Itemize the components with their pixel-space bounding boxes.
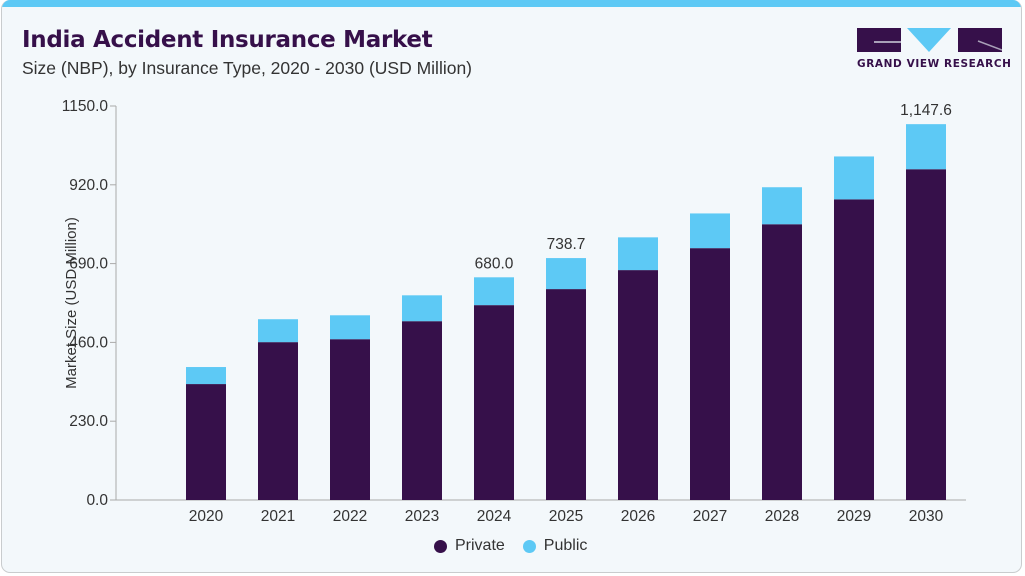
bar-private-2020 <box>186 384 226 500</box>
x-tick-label: 2024 <box>477 508 512 525</box>
x-tick-label: 2027 <box>693 508 727 525</box>
bar-private-2021 <box>258 342 298 500</box>
x-tick-label: 2020 <box>189 508 224 525</box>
accent-bar <box>2 0 1021 7</box>
x-tick-label: 2029 <box>837 508 871 525</box>
y-tick-label: 0.0 <box>86 492 108 509</box>
x-tick-label: 2028 <box>765 508 799 525</box>
legend: Private Public <box>434 537 587 555</box>
bar-public-2028 <box>762 187 802 225</box>
x-tick-label: 2026 <box>621 508 655 525</box>
x-tick-label: 2021 <box>261 508 295 525</box>
data-label: 1,147.6 <box>900 102 952 119</box>
bar-public-2021 <box>258 319 298 343</box>
bar-private-2024 <box>474 305 514 500</box>
bar-private-2022 <box>330 339 370 500</box>
bar-private-2025 <box>546 289 586 500</box>
bar-public-2024 <box>474 277 514 306</box>
data-label: 680.0 <box>475 255 514 272</box>
bar-public-2023 <box>402 295 442 322</box>
bar-public-2026 <box>618 237 658 271</box>
x-tick-label: 2025 <box>549 508 583 525</box>
y-tick-label: 920.0 <box>69 177 108 194</box>
chart-subtitle: Size (NBP), by Insurance Type, 2020 - 20… <box>22 58 473 78</box>
legend-item-private: Private <box>434 537 505 555</box>
bar-public-2027 <box>690 213 730 249</box>
x-tick-label: 2030 <box>909 508 944 525</box>
legend-item-public: Public <box>522 537 588 555</box>
y-tick-label: 1150.0 <box>62 98 109 115</box>
bar-private-2029 <box>834 199 874 501</box>
chart-title: India Accident Insurance Market <box>22 27 433 53</box>
x-tick-label: 2023 <box>405 508 439 525</box>
x-tick-label: 2022 <box>333 508 367 525</box>
bar-public-2029 <box>834 156 874 200</box>
legend-dot-public <box>522 539 536 553</box>
gvr-logo-icon <box>857 28 1002 52</box>
data-label: 738.7 <box>547 236 586 253</box>
bar-private-2028 <box>762 224 802 500</box>
bar-public-2022 <box>330 315 370 340</box>
bar-public-2025 <box>546 258 586 290</box>
legend-label-public: Public <box>543 537 588 554</box>
y-tick-label: 460.0 <box>69 334 108 351</box>
y-tick-label: 230.0 <box>69 413 108 430</box>
bar-public-2020 <box>186 367 226 385</box>
bar-private-2023 <box>402 321 442 500</box>
legend-label-private: Private <box>455 537 505 554</box>
y-axis-label: Market Size (USD Million) <box>63 217 80 389</box>
legend-dot-private <box>434 539 447 553</box>
bar-public-2030 <box>906 124 946 170</box>
bar-private-2030 <box>906 169 946 500</box>
bar-private-2027 <box>690 248 730 500</box>
y-tick-label: 690.0 <box>69 256 108 273</box>
logo-text: GRAND VIEW RESEARCH <box>857 58 1012 70</box>
bar-private-2026 <box>618 270 658 500</box>
